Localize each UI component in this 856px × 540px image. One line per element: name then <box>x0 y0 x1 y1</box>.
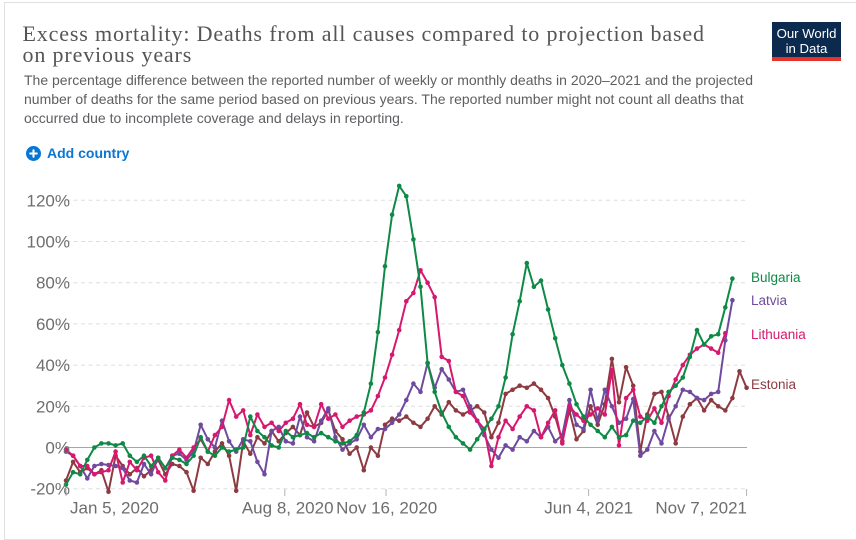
svg-text:Jun 4, 2021: Jun 4, 2021 <box>544 499 633 518</box>
svg-text:Nov 16, 2020: Nov 16, 2020 <box>336 499 437 518</box>
svg-text:120%: 120% <box>27 191 70 210</box>
svg-text:Jan 5, 2020: Jan 5, 2020 <box>70 499 159 518</box>
svg-text:60%: 60% <box>36 315 70 334</box>
svg-text:Aug 8, 2020: Aug 8, 2020 <box>242 499 334 518</box>
svg-text:80%: 80% <box>36 274 70 293</box>
svg-text:Nov 7, 2021: Nov 7, 2021 <box>655 499 747 518</box>
svg-text:100%: 100% <box>27 233 70 252</box>
svg-text:40%: 40% <box>36 356 70 375</box>
svg-text:Bulgaria: Bulgaria <box>751 270 801 285</box>
svg-text:Latvia: Latvia <box>751 293 788 308</box>
svg-text:Lithuania: Lithuania <box>751 327 806 342</box>
svg-text:-20%: -20% <box>30 480 70 499</box>
svg-text:Estonia: Estonia <box>751 377 797 392</box>
svg-text:20%: 20% <box>36 397 70 416</box>
svg-text:0%: 0% <box>45 439 70 458</box>
